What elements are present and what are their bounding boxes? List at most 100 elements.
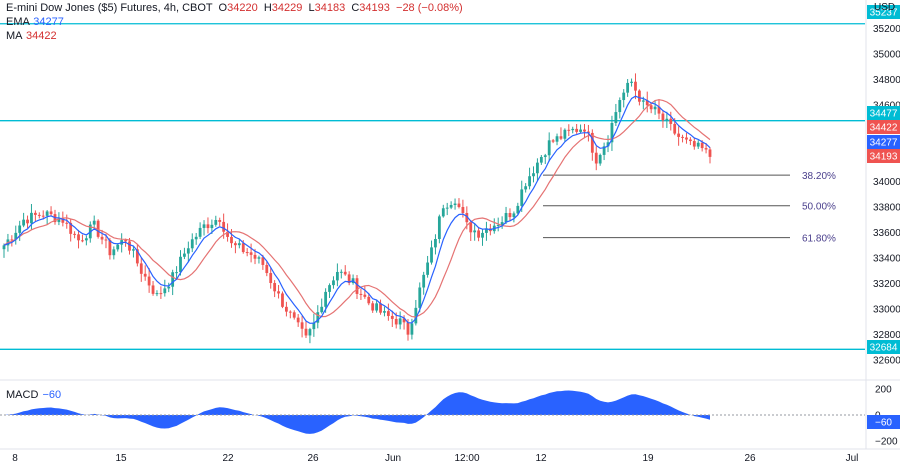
candle-body — [606, 142, 610, 147]
candle-body — [116, 244, 120, 250]
candle-body — [394, 318, 398, 325]
time-axis-label: 12:00 — [454, 453, 479, 464]
ema-price-tag: 34277 — [870, 138, 898, 149]
candle-body — [343, 271, 347, 275]
candle-body — [84, 238, 88, 241]
candle-body — [504, 213, 508, 223]
candle-body — [532, 173, 535, 177]
candle-body — [414, 307, 418, 324]
candle-body — [179, 256, 182, 273]
candle-body — [390, 315, 394, 319]
candle-body — [241, 243, 245, 253]
candle-body — [261, 257, 265, 265]
candle-body — [335, 271, 339, 281]
candle-body — [641, 100, 645, 102]
candle-body — [265, 264, 269, 274]
candle-body — [183, 253, 186, 257]
candle-body — [234, 243, 237, 246]
candle-body — [45, 211, 49, 216]
candle-body — [194, 236, 198, 240]
fibonacci-levels: 38.20% 50.00% 61.80% — [543, 171, 836, 245]
open-label: O — [218, 2, 228, 14]
candle-body — [665, 118, 669, 121]
macd-tag-bg — [867, 415, 900, 429]
ema-value: 34277 — [33, 16, 64, 28]
ma-legend[interactable]: MA 34422 — [6, 30, 57, 42]
currency-label: USD — [874, 2, 896, 13]
candle-body — [485, 228, 488, 233]
high-value: 34229 — [271, 2, 303, 14]
low-value: 34183 — [314, 2, 346, 14]
candle-body — [524, 186, 528, 190]
candle-body — [312, 322, 316, 330]
candle-body — [324, 291, 328, 307]
candle-body — [398, 318, 402, 325]
candle-body — [14, 232, 18, 240]
candle-body — [638, 90, 641, 102]
candle-body — [434, 239, 437, 248]
candle-body — [26, 219, 29, 224]
candle-body — [469, 222, 473, 233]
candle-body — [155, 293, 159, 295]
candle-body — [128, 241, 131, 251]
candle-body — [516, 205, 520, 214]
candle-body — [222, 221, 226, 232]
candle-body — [563, 129, 567, 139]
candle-body — [210, 224, 214, 229]
candle-body — [277, 291, 280, 294]
candle-body — [269, 273, 273, 284]
ema-legend[interactable]: EMA 34277 — [6, 16, 64, 28]
candle-body — [339, 271, 343, 273]
candle-body — [273, 283, 277, 292]
symbol-title: E-mini Dow Jones ($5) Futures, 4h, CBOT — [6, 2, 213, 14]
candle-body — [477, 230, 480, 238]
macd-area — [4, 390, 710, 434]
candle-body — [81, 240, 84, 242]
candle-body — [704, 148, 708, 150]
candle-body — [175, 272, 178, 274]
candle-body — [139, 263, 143, 274]
candle-body — [669, 118, 673, 124]
candle-body — [634, 81, 637, 91]
candle-body — [41, 215, 45, 217]
candle-body — [300, 322, 304, 329]
ma-line — [3, 99, 711, 318]
macd-axis-label: −200 — [875, 437, 898, 448]
candle-body — [226, 231, 229, 237]
candle-body — [49, 211, 53, 215]
candle-body — [457, 203, 461, 207]
candle-body — [77, 234, 80, 241]
candle-body — [167, 286, 171, 289]
candle-body — [253, 254, 257, 259]
candle-body — [496, 224, 500, 226]
candle-body — [320, 306, 324, 313]
price-axis-label: 32800 — [873, 330, 900, 341]
candle-body — [512, 213, 516, 218]
candle-body — [328, 285, 331, 292]
candle-body — [630, 81, 633, 83]
ma-price-tag: 34422 — [870, 123, 898, 134]
ema-price-tag-bg — [867, 135, 900, 149]
time-axis-label: 22 — [222, 453, 234, 464]
candle-body — [218, 220, 222, 222]
candle-body — [206, 224, 210, 229]
price-axis-label: 35200 — [873, 24, 900, 35]
price-axis-label: 34000 — [873, 177, 900, 188]
resistance-top-tag-bg — [867, 5, 900, 19]
resistance-top-tag: 35237 — [870, 8, 898, 19]
macd-axis-label: 200 — [875, 385, 892, 396]
candle-body — [543, 155, 547, 157]
change-value: −28 (−0.08%) — [396, 2, 463, 14]
candle-body — [520, 189, 524, 206]
candle-body — [618, 100, 622, 113]
macd-legend[interactable]: MACD −60 — [6, 389, 61, 401]
candle-body — [626, 82, 630, 93]
candle-body — [257, 257, 261, 259]
ema-line — [3, 95, 711, 324]
candle-body — [547, 140, 551, 156]
candle-body — [598, 154, 602, 164]
symbol-header[interactable]: E-mini Dow Jones ($5) Futures, 4h, CBOT … — [6, 2, 463, 14]
moving-average-overlays — [3, 95, 711, 324]
candle-body — [73, 233, 76, 235]
